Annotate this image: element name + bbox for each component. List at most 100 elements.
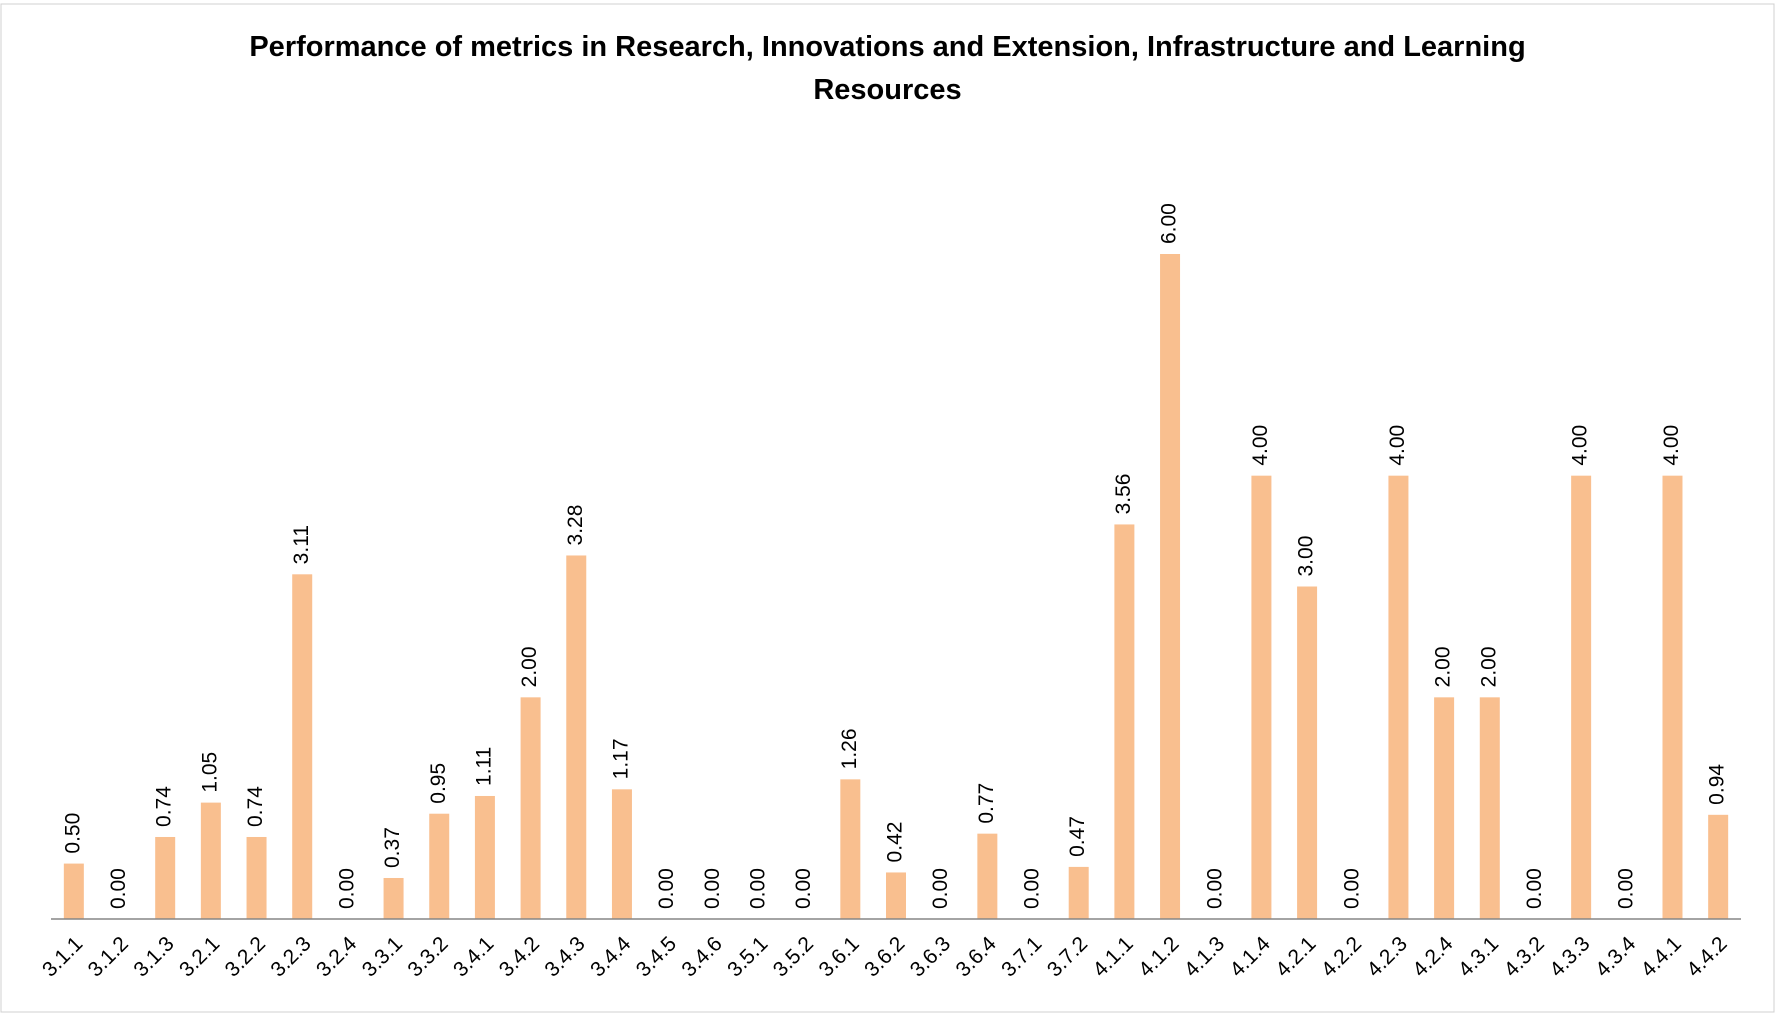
- bar: [566, 555, 587, 919]
- bar: [1068, 866, 1089, 919]
- data-label: 4.00: [1569, 425, 1592, 466]
- data-label: 2.00: [1477, 646, 1500, 687]
- bar: [977, 833, 998, 919]
- x-tick-label: 3.1.3: [129, 932, 178, 981]
- x-tick-label: 4.2.4: [1408, 932, 1458, 982]
- x-tick-label: 3.4.3: [540, 932, 589, 981]
- data-label: 0.47: [1066, 816, 1089, 857]
- data-label: 0.74: [244, 786, 267, 827]
- x-tick-label: 4.1.4: [1226, 932, 1276, 982]
- x-tick-label: 4.2.1: [1271, 932, 1320, 981]
- data-label: 0.00: [792, 868, 815, 909]
- x-tick-label: 3.7.1: [997, 932, 1046, 981]
- bar: [1434, 697, 1455, 919]
- x-tick-label: 4.3.3: [1545, 932, 1594, 981]
- bar: [1662, 475, 1683, 919]
- bar: [383, 877, 404, 919]
- data-label: 0.42: [884, 822, 907, 863]
- x-tick-label: 4.1.2: [1134, 932, 1183, 981]
- x-tick-label: 3.5.2: [769, 932, 818, 981]
- data-label: 0.00: [1203, 868, 1226, 909]
- data-label: 2.00: [518, 646, 541, 687]
- bar: [1479, 697, 1500, 919]
- data-label: 0.50: [61, 813, 84, 854]
- bar: [840, 779, 861, 919]
- data-label: 6.00: [1158, 203, 1181, 244]
- x-tick-label: 4.2.3: [1363, 932, 1412, 981]
- x-tick-label: 4.1.3: [1180, 932, 1229, 981]
- x-tick-label: 3.1.1: [38, 932, 87, 981]
- bar: [1297, 586, 1318, 919]
- x-tick-label: 4.3.4: [1591, 932, 1641, 982]
- data-label: 0.95: [427, 763, 450, 804]
- bar: [474, 795, 495, 919]
- chart-border: [0, 3, 1775, 1013]
- data-label: 4.00: [1386, 425, 1409, 466]
- data-label: 0.37: [381, 827, 404, 868]
- x-tick-label: 3.4.5: [632, 932, 681, 981]
- data-label: 0.00: [655, 868, 678, 909]
- x-tick-label: 3.6.2: [860, 932, 909, 981]
- x-tick-label: 3.6.3: [906, 932, 955, 981]
- data-label: 0.00: [701, 868, 724, 909]
- bar: [1388, 475, 1409, 919]
- bar: [200, 802, 221, 919]
- data-label: 3.11: [290, 525, 313, 564]
- x-tick-label: 4.3.1: [1454, 932, 1503, 981]
- x-tick-label: 3.6.1: [814, 932, 863, 981]
- data-label: 4.00: [1660, 425, 1683, 466]
- data-label: 1.26: [838, 728, 861, 769]
- x-tick-label: 4.1.1: [1089, 932, 1138, 981]
- data-label: 1.11: [472, 747, 495, 786]
- bar: [429, 813, 450, 919]
- x-tick-label: 3.3.2: [403, 932, 452, 981]
- x-tick-label: 3.5.1: [723, 932, 772, 981]
- x-tick-label: 3.7.2: [1043, 932, 1092, 981]
- data-label: 0.77: [975, 783, 998, 824]
- data-label: 0.00: [1340, 868, 1363, 909]
- data-label: 0.00: [1021, 868, 1044, 909]
- data-label: 2.00: [1432, 646, 1455, 687]
- bar: [886, 872, 906, 919]
- data-label: 0.00: [335, 868, 358, 909]
- x-tick-label: 4.4.1: [1637, 932, 1686, 981]
- x-tick-label: 4.3.2: [1500, 932, 1549, 981]
- data-label: 0.00: [747, 868, 770, 909]
- bar: [1160, 254, 1181, 919]
- data-label: 0.00: [1614, 868, 1637, 909]
- x-tick-label: 3.3.1: [358, 932, 407, 981]
- bar: [155, 836, 176, 919]
- data-label: 4.00: [1249, 425, 1272, 466]
- x-tick-label: 4.4.2: [1682, 932, 1731, 981]
- bar: [520, 697, 541, 919]
- x-tick-label: 3.2.2: [221, 932, 270, 981]
- data-label: 0.00: [1523, 868, 1546, 909]
- x-tick-label: 3.4.6: [677, 932, 726, 981]
- data-label: 0.94: [1706, 764, 1729, 805]
- bar: [292, 574, 313, 919]
- bar: [1114, 524, 1135, 919]
- data-label: 3.56: [1112, 474, 1135, 515]
- x-tick-label: 3.2.4: [312, 932, 362, 982]
- x-tick-label: 3.4.2: [495, 932, 544, 981]
- data-label: 0.74: [153, 786, 176, 827]
- x-tick-label: 3.1.2: [84, 932, 133, 981]
- data-label: 0.00: [929, 868, 952, 909]
- x-tick-label: 3.2.1: [175, 932, 224, 981]
- bar: [1251, 475, 1272, 919]
- bar: [246, 836, 267, 919]
- x-tick-label: 3.6.4: [952, 932, 1002, 982]
- data-label: 0.00: [107, 868, 130, 909]
- x-tick-label: 3.2.3: [266, 932, 315, 981]
- data-label: 1.17: [609, 738, 632, 779]
- x-tick-label: 3.4.1: [449, 932, 498, 981]
- data-label: 3.28: [564, 505, 587, 546]
- chart-title: Performance of metrics in Research, Inno…: [249, 31, 1526, 106]
- bar: [1708, 814, 1729, 919]
- bar: [63, 863, 84, 919]
- x-tick-label: 4.2.2: [1317, 932, 1366, 981]
- data-label: 3.00: [1295, 536, 1318, 577]
- x-tick-label: 3.4.4: [586, 932, 636, 982]
